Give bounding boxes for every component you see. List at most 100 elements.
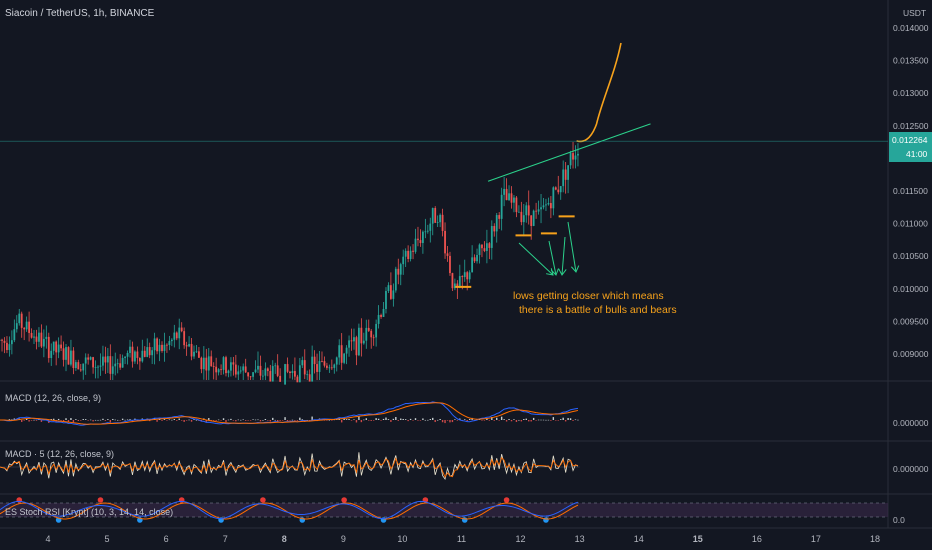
candle-body (175, 332, 178, 339)
candle-body (146, 347, 149, 357)
candle-body (55, 341, 58, 353)
macd-histogram-bar (449, 420, 451, 423)
arrow-line (548, 240, 557, 276)
candle-body (207, 356, 210, 371)
candle-body (99, 365, 102, 367)
macd-histogram-bar (496, 417, 498, 420)
macd-histogram-bar (555, 420, 557, 421)
candle-body (247, 372, 250, 377)
stoch-band (0, 503, 888, 517)
macd-histogram-bar (284, 417, 286, 420)
drawing-layer[interactable] (455, 42, 651, 288)
macd-histogram-bar (65, 418, 67, 420)
macd-histogram-bar (530, 420, 532, 422)
macd-histogram-bar (156, 420, 158, 422)
macd-histogram-bar (368, 420, 370, 421)
macd-histogram-bar (577, 419, 579, 421)
candle-body (567, 165, 570, 180)
macd-histogram-bar (572, 420, 574, 421)
macd-histogram-bar (387, 419, 390, 420)
price-tag-countdown: 41:00 (906, 149, 928, 159)
price-tag: 0.012264 41:00 (889, 132, 932, 162)
macd-histogram-bar (235, 420, 237, 422)
candle-body (449, 255, 451, 274)
time-tick-label: 17 (811, 534, 821, 544)
price-tick-label: 0.013000 (893, 88, 929, 98)
candlestick-series (0, 141, 579, 385)
candle-body (431, 208, 434, 224)
candle-body (520, 211, 523, 223)
candle-body (380, 314, 382, 317)
macd-histogram-bar (107, 419, 109, 420)
candle-body (28, 321, 30, 333)
macd-histogram-bar (564, 420, 567, 422)
stoch-label[interactable]: ES Stoch RSI [Krypt] (10, 3, 14, 14, clo… (5, 507, 173, 517)
macd-histogram-bar (75, 419, 77, 420)
macd-histogram-bar (557, 420, 559, 421)
currency-label[interactable]: USDT (903, 8, 926, 18)
candle-body (33, 336, 35, 338)
macd-histogram-bar (232, 420, 235, 421)
macd-histogram-bar (372, 420, 375, 421)
macd-histogram-bar (21, 420, 23, 422)
macd-panel-1[interactable] (0, 401, 579, 426)
arrow-head (558, 268, 567, 276)
annotation-text-line-2[interactable]: there is a battle of bulls and bears (519, 304, 677, 316)
candle-body (397, 268, 400, 275)
stoch-k-line (0, 500, 579, 520)
macd-histogram-bar (508, 419, 510, 420)
macd2-label[interactable]: MACD · 5 (12, 26, close, 9) (5, 449, 114, 459)
macd-histogram-bar (520, 420, 523, 422)
macd-histogram-bar (574, 419, 577, 421)
candle-body (451, 273, 454, 289)
candle-body (476, 255, 478, 262)
macd-histogram-bar (119, 420, 121, 421)
macd-histogram-bar (276, 420, 279, 422)
candle-body (57, 344, 60, 353)
candle-body (503, 188, 506, 195)
candle-body (15, 323, 18, 330)
macd-histogram-bar (57, 418, 60, 420)
candle-body (188, 343, 190, 347)
macd-histogram-bar (281, 420, 284, 421)
candle-body (473, 257, 476, 262)
candle-body (399, 264, 402, 275)
stoch-rsi-panel[interactable] (0, 497, 888, 523)
candle-body (495, 215, 498, 232)
annotation-text-line-1[interactable]: lows getting closer which means (513, 290, 664, 302)
macd-histogram-bar (35, 420, 38, 421)
candle-body (328, 367, 331, 369)
macd-histogram-bar (567, 417, 569, 420)
macd-histogram-bar (414, 418, 417, 420)
candle-body (414, 238, 417, 252)
macd-histogram-bar (208, 418, 210, 420)
candle-body (340, 345, 343, 363)
candle-body (262, 375, 264, 377)
candle-body (505, 188, 508, 201)
macd-histogram-bar (67, 420, 70, 423)
macd2-line (0, 452, 579, 480)
macd-histogram-bar (350, 420, 353, 421)
macd-histogram-bar (456, 420, 459, 421)
macd-histogram-bar (417, 420, 419, 421)
macd-histogram-bar (505, 420, 508, 422)
stoch-overbought-dot (260, 497, 266, 503)
candle-body (82, 363, 85, 371)
macd-histogram-bar (343, 418, 345, 420)
time-tick-label: 12 (516, 534, 526, 544)
candle-body (439, 214, 442, 223)
macd-histogram-bar (70, 418, 72, 420)
macd-panel-2[interactable] (0, 452, 580, 480)
macd-histogram-bar (525, 418, 527, 420)
macd1-label[interactable]: MACD (12, 26, close, 9) (5, 393, 101, 403)
macd-histogram-bar (264, 418, 267, 420)
candle-body (124, 356, 126, 358)
chart-title: Siacoin / TetherUS, 1h, BINANCE (5, 8, 155, 19)
macd2-signal (0, 456, 579, 478)
time-axis[interactable]: 4 5 6 7 8 9 10 11 12 13 14 15 16 17 18 (45, 534, 879, 544)
candle-body (483, 248, 486, 251)
macd-histogram-bar (535, 420, 537, 421)
candle-body (84, 357, 87, 364)
candle-body (70, 350, 72, 365)
